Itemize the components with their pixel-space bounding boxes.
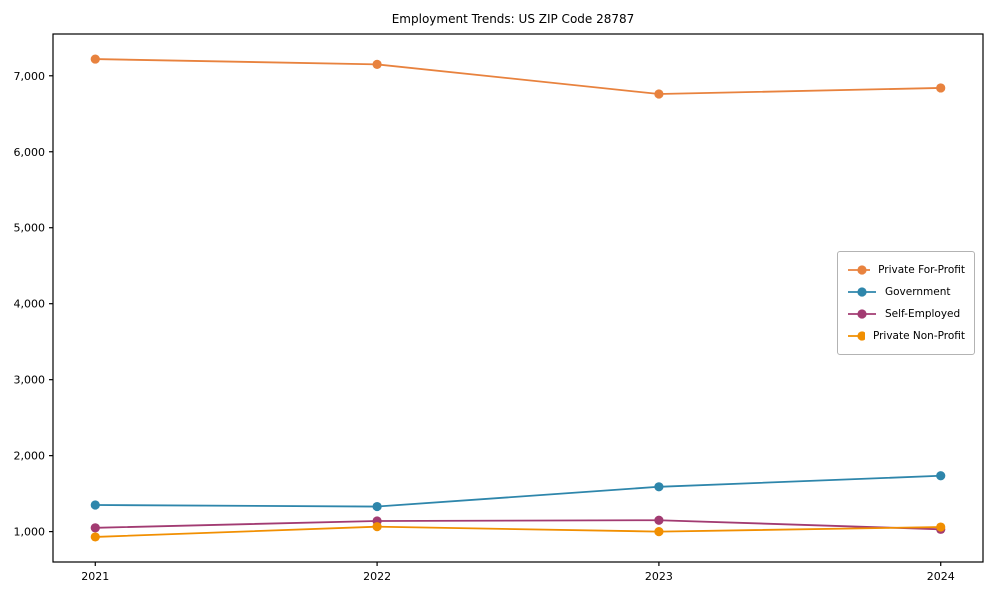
x-tick-label: 2023 xyxy=(645,570,673,583)
chart-title: Employment Trends: US ZIP Code 28787 xyxy=(391,12,635,26)
x-tick-label: 2021 xyxy=(81,570,109,583)
data-point-marker xyxy=(654,482,664,492)
legend-swatch-dot xyxy=(857,309,867,319)
legend: Private For-Profit Government Self-Employe… xyxy=(837,251,975,355)
y-tick-label: 2,000 xyxy=(14,450,46,463)
y-tick-label: 7,000 xyxy=(14,70,46,83)
legend-item: Government xyxy=(847,281,965,303)
legend-swatch-dot xyxy=(857,287,867,297)
legend-label: Self-Employed xyxy=(885,308,961,320)
x-tick-label: 2022 xyxy=(363,570,391,583)
y-tick-label: 1,000 xyxy=(14,526,46,539)
data-point-marker xyxy=(654,515,664,525)
legend-swatch-icon xyxy=(848,287,876,297)
data-point-marker xyxy=(936,83,946,93)
series-line xyxy=(95,525,941,538)
data-point-marker xyxy=(90,500,100,510)
data-point-marker xyxy=(936,522,946,532)
legend-swatch-icon xyxy=(848,265,871,275)
y-tick-label: 3,000 xyxy=(14,374,46,387)
x-tick-label: 2024 xyxy=(927,570,955,583)
legend-item: Self-Employed xyxy=(847,303,965,325)
data-point-marker xyxy=(654,89,664,99)
y-tick-label: 5,000 xyxy=(14,222,46,235)
data-point-marker xyxy=(654,527,664,537)
legend-swatch-icon xyxy=(848,309,876,319)
legend-swatch-dot xyxy=(857,331,865,341)
series-line xyxy=(95,519,941,531)
plot-border xyxy=(52,33,984,563)
legend-swatch-dot xyxy=(857,265,867,275)
legend-label: Private Non-Profit xyxy=(872,330,965,342)
legend-item: Private Non-Profit xyxy=(847,325,965,347)
data-point-marker xyxy=(372,59,382,69)
legend-label: Government xyxy=(885,286,951,298)
data-point-marker xyxy=(372,522,382,532)
y-tick-label: 6,000 xyxy=(14,146,46,159)
data-point-marker xyxy=(936,471,946,481)
data-point-marker xyxy=(90,532,100,542)
legend-swatch-icon xyxy=(848,331,865,341)
data-point-marker xyxy=(90,54,100,64)
legend-item: Private For-Profit xyxy=(847,259,965,281)
series-line xyxy=(95,58,941,95)
data-point-marker xyxy=(372,501,382,512)
data-point-marker xyxy=(90,523,100,533)
series-line xyxy=(95,474,941,508)
y-tick-label: 4,000 xyxy=(14,298,46,311)
legend-label: Private For-Profit xyxy=(878,264,965,276)
